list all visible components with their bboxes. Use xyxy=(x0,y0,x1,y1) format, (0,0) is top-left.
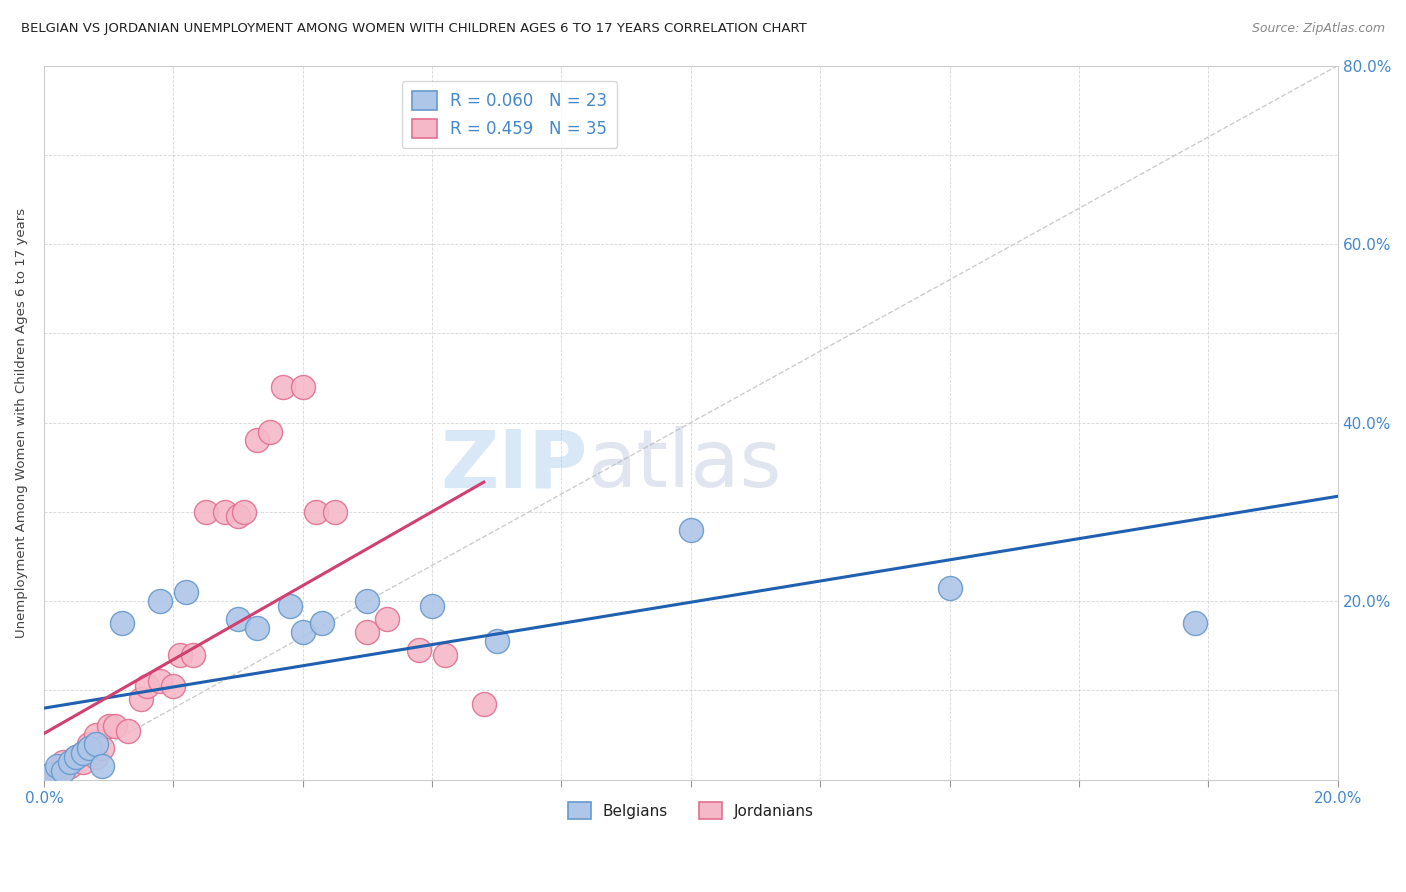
Point xyxy=(1184,616,1206,631)
Point xyxy=(59,759,82,773)
Point xyxy=(291,625,314,640)
Point xyxy=(375,612,398,626)
Point xyxy=(246,434,269,448)
Point xyxy=(271,380,294,394)
Point xyxy=(97,719,120,733)
Point xyxy=(65,750,87,764)
Point xyxy=(291,380,314,394)
Point xyxy=(485,634,508,648)
Point xyxy=(65,750,87,764)
Point xyxy=(77,741,100,756)
Point xyxy=(45,759,67,773)
Point xyxy=(117,723,139,738)
Point xyxy=(311,616,333,631)
Point xyxy=(169,648,191,662)
Y-axis label: Unemployment Among Women with Children Ages 6 to 17 years: Unemployment Among Women with Children A… xyxy=(15,208,28,638)
Point xyxy=(194,505,217,519)
Point xyxy=(149,594,172,608)
Point xyxy=(259,425,281,439)
Point xyxy=(52,764,75,778)
Text: BELGIAN VS JORDANIAN UNEMPLOYMENT AMONG WOMEN WITH CHILDREN AGES 6 TO 17 YEARS C: BELGIAN VS JORDANIAN UNEMPLOYMENT AMONG … xyxy=(21,22,807,36)
Point xyxy=(472,697,495,711)
Point xyxy=(91,759,114,773)
Point xyxy=(84,737,107,751)
Text: ZIP: ZIP xyxy=(440,426,588,505)
Point xyxy=(181,648,204,662)
Point xyxy=(278,599,301,613)
Point xyxy=(39,768,62,782)
Point xyxy=(408,643,430,657)
Point xyxy=(434,648,457,662)
Point xyxy=(304,505,326,519)
Point xyxy=(52,755,75,769)
Point xyxy=(77,737,100,751)
Point xyxy=(323,505,346,519)
Point xyxy=(233,505,256,519)
Point xyxy=(214,505,236,519)
Point xyxy=(110,616,132,631)
Point xyxy=(226,509,249,524)
Point xyxy=(84,750,107,764)
Point xyxy=(45,764,67,778)
Point xyxy=(420,599,443,613)
Point xyxy=(679,523,702,537)
Point xyxy=(72,746,94,760)
Point xyxy=(91,741,114,756)
Point xyxy=(39,768,62,782)
Point xyxy=(84,728,107,742)
Point xyxy=(174,585,197,599)
Point xyxy=(356,625,378,640)
Point xyxy=(72,755,94,769)
Point xyxy=(136,679,159,693)
Text: atlas: atlas xyxy=(588,426,782,505)
Point xyxy=(149,674,172,689)
Point xyxy=(226,612,249,626)
Point xyxy=(938,581,960,595)
Text: Source: ZipAtlas.com: Source: ZipAtlas.com xyxy=(1251,22,1385,36)
Legend: Belgians, Jordanians: Belgians, Jordanians xyxy=(561,796,820,825)
Point xyxy=(72,746,94,760)
Point xyxy=(129,692,152,706)
Point xyxy=(356,594,378,608)
Point xyxy=(246,621,269,635)
Point xyxy=(59,755,82,769)
Point xyxy=(104,719,127,733)
Point xyxy=(162,679,184,693)
